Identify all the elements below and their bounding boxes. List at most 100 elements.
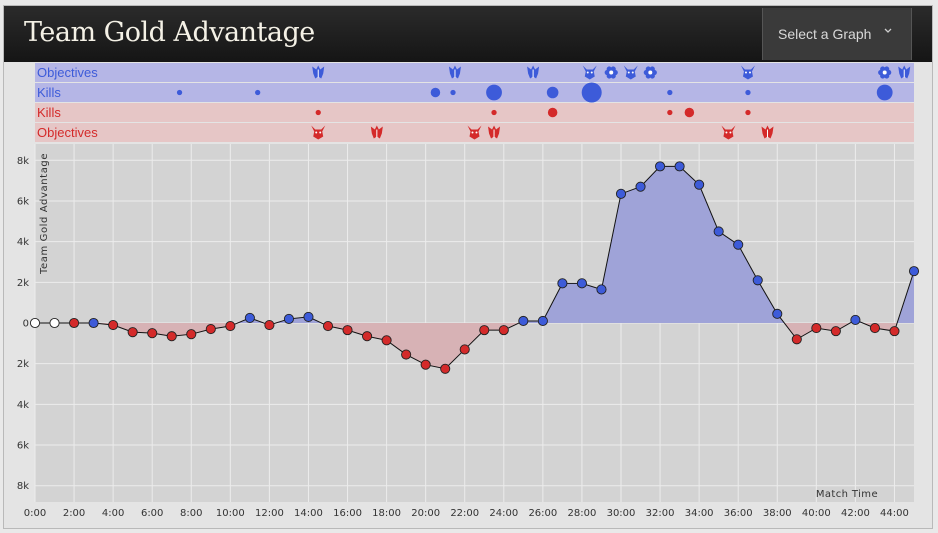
- kill-event-marker[interactable]: [547, 107, 558, 118]
- data-point[interactable]: [362, 331, 373, 342]
- data-point[interactable]: [850, 314, 861, 325]
- flower-icon[interactable]: [878, 66, 892, 79]
- data-point[interactable]: [576, 278, 587, 289]
- data-point[interactable]: [713, 226, 724, 237]
- data-point[interactable]: [596, 284, 607, 295]
- data-point[interactable]: [127, 327, 138, 338]
- bug-icon[interactable]: [527, 65, 540, 79]
- x-tick-label: 20:00: [411, 508, 440, 519]
- data-point[interactable]: [440, 363, 451, 374]
- data-point[interactable]: [381, 335, 392, 346]
- data-point[interactable]: [459, 344, 470, 355]
- bug-icon[interactable]: [370, 125, 383, 139]
- data-point[interactable]: [498, 325, 509, 336]
- y-tick-label: 2k: [17, 359, 29, 370]
- kill-event-marker[interactable]: [315, 109, 321, 116]
- demon-icon[interactable]: [721, 125, 736, 140]
- bug-icon[interactable]: [448, 65, 461, 79]
- x-tick-label: 8:00: [180, 508, 202, 519]
- data-point[interactable]: [615, 188, 627, 199]
- demon-icon[interactable]: [582, 65, 597, 80]
- data-point[interactable]: [869, 323, 880, 334]
- flower-icon[interactable]: [643, 66, 657, 79]
- data-point[interactable]: [283, 313, 294, 324]
- data-point[interactable]: [655, 161, 666, 172]
- kill-event-marker[interactable]: [745, 109, 751, 116]
- data-point[interactable]: [147, 328, 158, 339]
- data-point[interactable]: [733, 239, 744, 250]
- kill-event-marker[interactable]: [176, 89, 183, 96]
- red-advantage-area: [35, 323, 914, 369]
- kill-event-marker[interactable]: [486, 84, 502, 101]
- data-point[interactable]: [342, 325, 353, 336]
- data-points: [29, 161, 920, 374]
- kill-event-marker[interactable]: [667, 109, 673, 116]
- data-point[interactable]: [694, 179, 705, 190]
- x-tick-label: 42:00: [841, 508, 870, 519]
- data-point[interactable]: [322, 321, 334, 332]
- data-point[interactable]: [244, 312, 255, 323]
- x-tick-label: 14:00: [294, 508, 323, 519]
- demon-icon[interactable]: [623, 65, 638, 80]
- data-point[interactable]: [108, 319, 119, 331]
- x-tick-label: 12:00: [255, 508, 284, 519]
- data-point[interactable]: [166, 331, 177, 342]
- kill-event-marker[interactable]: [255, 89, 261, 96]
- bug-icon[interactable]: [898, 65, 911, 79]
- data-point[interactable]: [772, 308, 783, 319]
- x-tick-label: 22:00: [450, 508, 479, 519]
- kill-event-marker[interactable]: [430, 87, 441, 98]
- data-point[interactable]: [186, 329, 197, 340]
- flower-icon[interactable]: [604, 66, 618, 79]
- bug-icon[interactable]: [312, 65, 325, 79]
- x-tick-label: 40:00: [802, 508, 831, 519]
- kill-event-marker[interactable]: [667, 89, 673, 96]
- y-tick-label: 6k: [17, 441, 29, 452]
- header-bar: Team Gold Advantage Select a Graph: [4, 6, 932, 62]
- kill-event-marker[interactable]: [450, 89, 456, 96]
- data-point[interactable]: [830, 326, 841, 337]
- kill-event-marker[interactable]: [546, 86, 559, 99]
- data-point[interactable]: [49, 317, 60, 329]
- data-point[interactable]: [674, 161, 685, 172]
- data-point[interactable]: [88, 317, 99, 329]
- blue-advantage-area: [35, 166, 914, 323]
- kill-event-marker[interactable]: [876, 84, 893, 101]
- bug-icon[interactable]: [761, 125, 774, 139]
- data-point[interactable]: [303, 311, 314, 322]
- data-point[interactable]: [811, 323, 822, 334]
- data-point[interactable]: [791, 334, 802, 345]
- data-point[interactable]: [557, 278, 568, 289]
- x-tick-label: 26:00: [528, 508, 557, 519]
- data-point[interactable]: [537, 315, 548, 327]
- data-point[interactable]: [29, 317, 41, 329]
- demon-icon[interactable]: [467, 125, 482, 140]
- y-tick-label: 6k: [17, 196, 29, 207]
- y-tick-label: 8k: [17, 156, 29, 167]
- data-point[interactable]: [752, 275, 763, 286]
- demon-icon[interactable]: [740, 65, 755, 80]
- data-point[interactable]: [889, 326, 900, 337]
- data-point[interactable]: [69, 317, 80, 329]
- x-tick-label: 32:00: [646, 508, 675, 519]
- bug-icon[interactable]: [488, 125, 501, 139]
- x-tick-label: 10:00: [216, 508, 245, 519]
- x-tick-label: 2:00: [63, 508, 85, 519]
- kill-event-marker[interactable]: [684, 107, 695, 118]
- graph-panel: Team Gold Advantage Select a Graph Objec…: [3, 5, 933, 529]
- data-point[interactable]: [401, 349, 412, 360]
- data-point[interactable]: [908, 266, 920, 277]
- data-point[interactable]: [518, 315, 529, 327]
- data-point[interactable]: [264, 319, 275, 331]
- data-point[interactable]: [420, 359, 431, 370]
- data-point[interactable]: [225, 321, 236, 332]
- kill-event-marker[interactable]: [581, 82, 602, 103]
- graph-select-dropdown[interactable]: Select a Graph: [762, 8, 912, 60]
- demon-icon[interactable]: [311, 125, 326, 140]
- data-point[interactable]: [479, 325, 490, 336]
- kill-event-marker[interactable]: [491, 109, 497, 116]
- lane-blue-objectives-bg: [35, 63, 914, 82]
- data-point[interactable]: [205, 324, 216, 335]
- data-point[interactable]: [635, 181, 646, 192]
- kill-event-marker[interactable]: [745, 89, 751, 96]
